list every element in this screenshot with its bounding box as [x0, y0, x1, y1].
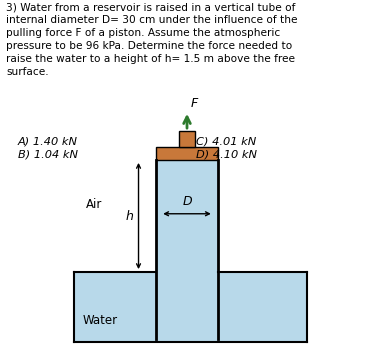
Bar — [156, 160, 218, 272]
Text: B) 1.04 kN: B) 1.04 kN — [18, 149, 78, 159]
Bar — [156, 147, 218, 160]
Text: h: h — [126, 210, 133, 222]
Text: C) 4.01 kN: C) 4.01 kN — [196, 136, 256, 146]
Text: Water: Water — [82, 314, 117, 327]
Text: D: D — [182, 195, 192, 208]
Text: D) 4.10 kN: D) 4.10 kN — [196, 149, 257, 159]
Bar — [179, 131, 195, 147]
Text: A) 1.40 kN: A) 1.40 kN — [18, 136, 78, 146]
Text: Air: Air — [86, 198, 103, 211]
Bar — [74, 272, 307, 342]
Text: F: F — [191, 97, 198, 110]
Text: 3) Water from a reservoir is raised in a vertical tube of
internal diameter D= 3: 3) Water from a reservoir is raised in a… — [6, 2, 297, 77]
